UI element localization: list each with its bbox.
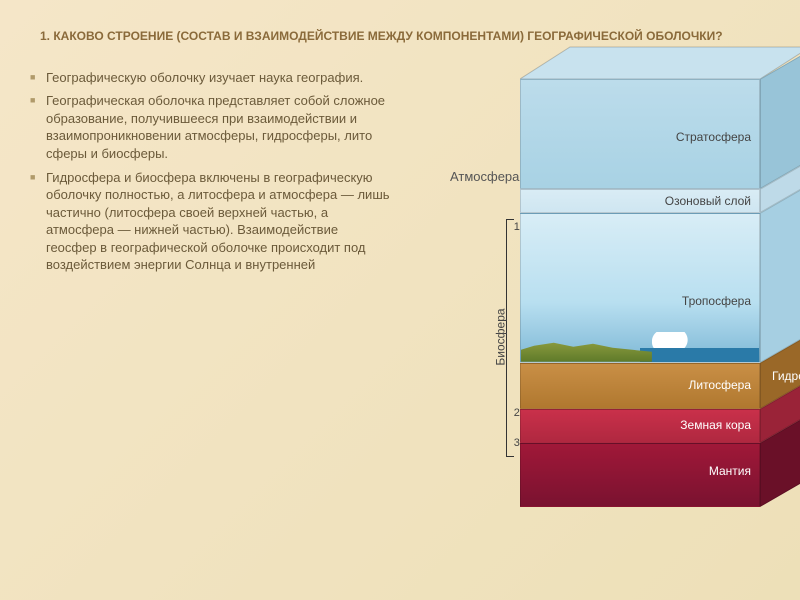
bullet-item: Гидросфера и биосфера включены в географ… [30, 169, 390, 274]
layer-Озоновый слой: Озоновый слой [520, 189, 760, 213]
layer-Мантия: Мантия [520, 443, 760, 507]
layer-Литосфера: Литосфера [520, 363, 760, 409]
layer-label: Тропосфера [682, 294, 751, 308]
text-column: Географическую оболочку изучает наука ге… [30, 69, 390, 549]
layer-Тропосфера: Тропосфера [520, 213, 760, 363]
layer-cube: Стратосфера Озоновый слой Тропосфера Литосф… [520, 79, 760, 509]
layer-label: Земная кора [680, 418, 751, 432]
clouds-icon [652, 332, 692, 348]
content-row: Географическую оболочку изучает наука ге… [0, 59, 800, 549]
layer-side [760, 184, 800, 363]
bullet-item: Географическую оболочку изучает наука ге… [30, 69, 390, 87]
layer-Земная кора: Земная кора [520, 409, 760, 443]
layer-label: Озоновый слой [665, 194, 751, 208]
terrain [521, 332, 759, 362]
bullet-item: Географическая оболочка представляет соб… [30, 92, 390, 162]
sea [640, 348, 759, 362]
atmosphere-label: Атмосфера [450, 169, 519, 184]
land [521, 342, 652, 362]
hydrosphere-side-label: Гидросфера [772, 369, 782, 383]
layer-label: Мантия [709, 464, 751, 478]
layer-label: Литосфера [688, 378, 751, 392]
earth-layers-diagram: Атмосфера Биосфера 1702030 СтратосфераОз… [400, 69, 790, 549]
bullet-list: Географическую оболочку изучает наука ге… [30, 69, 390, 274]
biosphere-label: Биосфера [494, 308, 508, 365]
layer-Стратосфера: Стратосфера [520, 79, 760, 189]
layer-label: Стратосфера [676, 130, 751, 144]
